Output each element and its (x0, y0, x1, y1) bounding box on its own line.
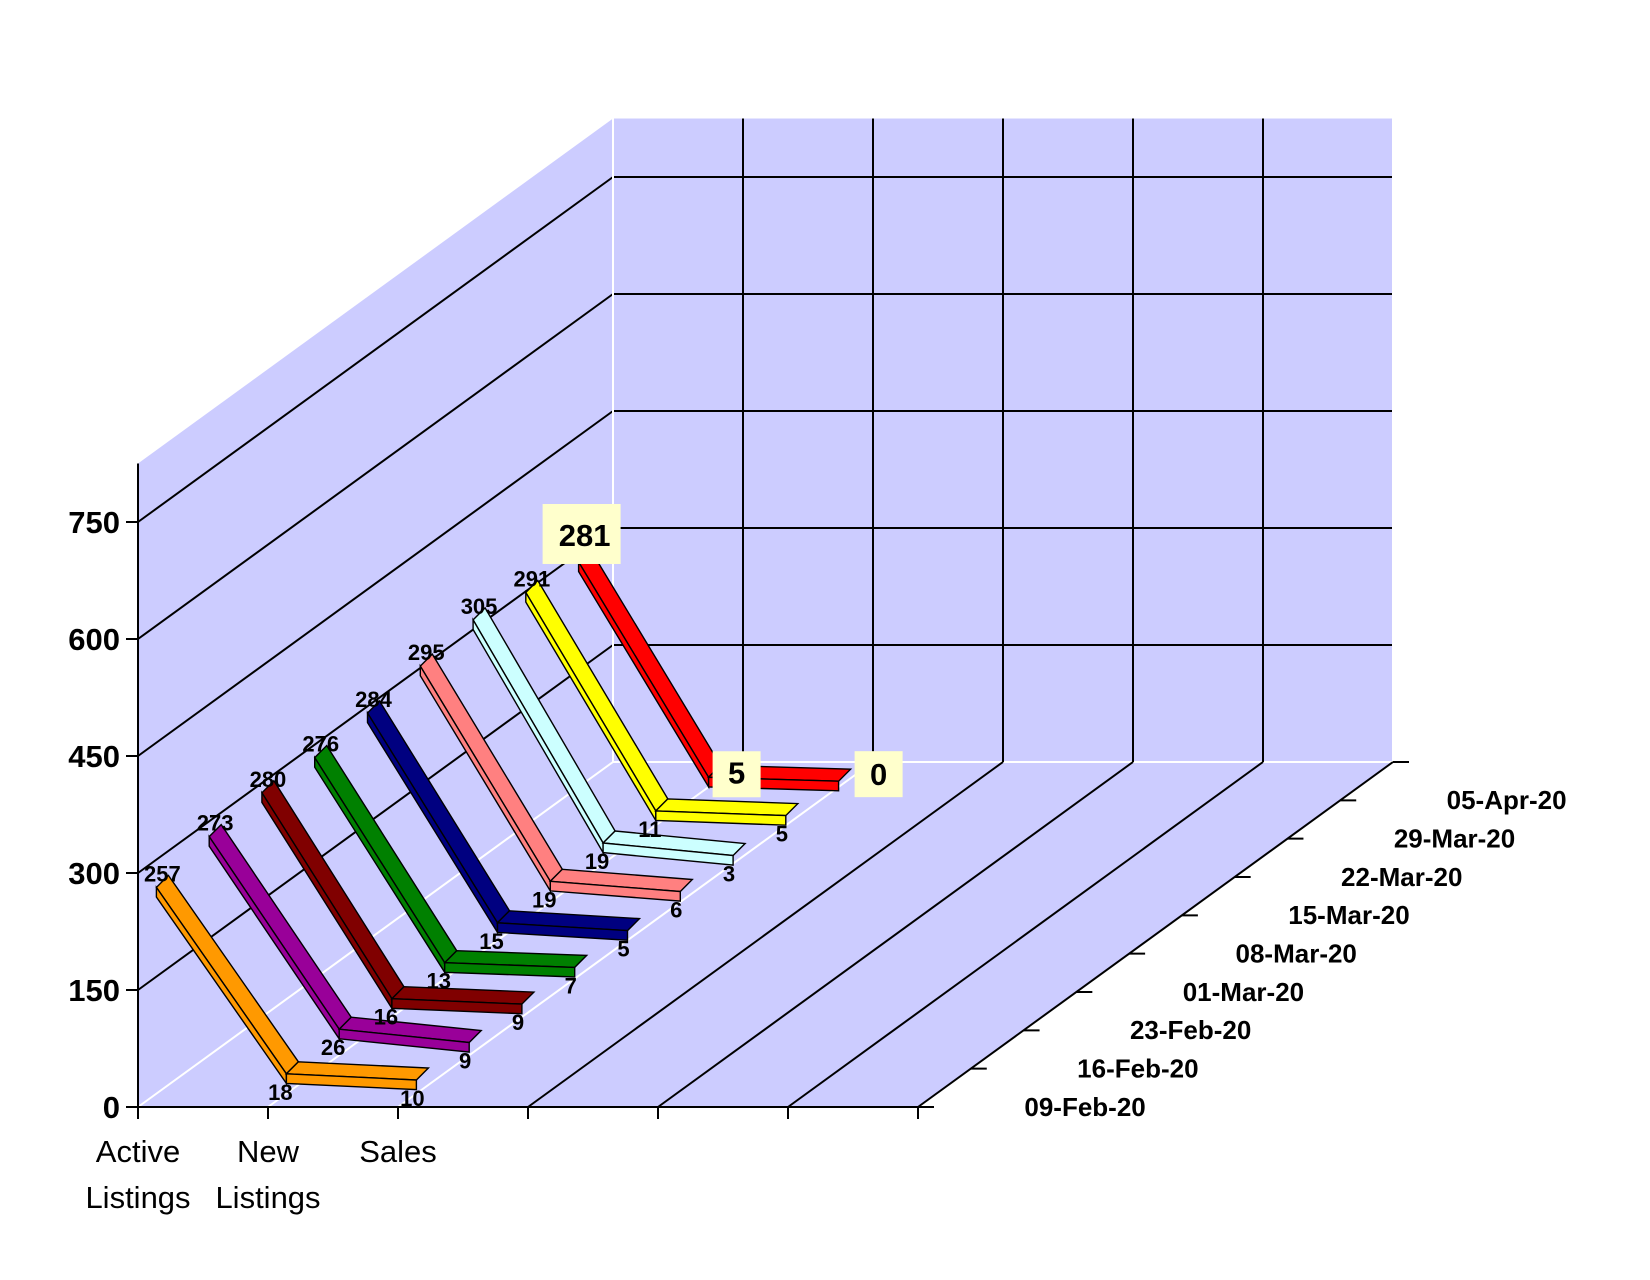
x-category-label: New Listings (215, 1134, 320, 1215)
data-label: 7 (565, 973, 577, 998)
data-label: 257 (144, 861, 181, 886)
y-tick-label: 750 (68, 505, 120, 540)
data-label: 295 (408, 640, 445, 665)
data-label: 291 (513, 567, 550, 592)
depth-axis-label: 22-Mar-20 (1341, 862, 1462, 892)
data-label: 305 (461, 594, 498, 619)
side-gridline (137, 761, 614, 1108)
series-29-Mar-20 (524, 579, 800, 826)
data-label: 10 (400, 1086, 424, 1111)
floor-gridline (527, 761, 1004, 1108)
ribbon-side (496, 922, 629, 941)
series-22-Mar-20 (472, 606, 747, 866)
data-label: 5 (728, 755, 745, 790)
depth-axis-label: 23-Feb-20 (1130, 1015, 1251, 1045)
series-08-Mar-20 (366, 699, 642, 941)
data-label: 19 (585, 849, 609, 874)
data-label: 281 (559, 518, 611, 553)
ribbon-side (655, 810, 787, 826)
depth-axis-label: 16-Feb-20 (1077, 1054, 1198, 1084)
data-label: 15 (479, 929, 503, 954)
data-label: 19 (532, 887, 556, 912)
floor-gridline (787, 761, 1264, 1108)
ribbon-side (602, 842, 734, 866)
y-tick-label: 450 (68, 739, 120, 774)
data-label: 9 (512, 1010, 524, 1035)
data-label: 3 (723, 861, 735, 886)
data-label: 273 (197, 811, 234, 836)
ribbon-side (391, 997, 523, 1015)
data-label: 5 (617, 937, 629, 962)
y-tick-label: 150 (68, 973, 120, 1008)
floor-gridline (397, 761, 874, 1108)
data-label: 5 (776, 822, 788, 847)
highlight-label-box (542, 503, 621, 564)
data-label: 284 (355, 687, 392, 712)
highlight-label-box (712, 751, 761, 798)
data-label: 280 (250, 767, 287, 792)
data-label: 0 (870, 757, 887, 792)
depth-axis-label: 05-Apr-20 (1447, 785, 1567, 815)
ribbon-side (549, 880, 681, 902)
side-gridline (137, 293, 614, 640)
data-label: 16 (374, 1005, 398, 1030)
series-15-Mar-20 (419, 652, 694, 902)
data-label: 11 (638, 817, 661, 842)
data-label: 13 (426, 969, 450, 994)
x-category-label: Sales (359, 1134, 437, 1169)
depth-axis-label: 09-Feb-20 (1024, 1092, 1145, 1122)
side-gridline (137, 410, 614, 757)
y-tick-label: 600 (68, 622, 120, 657)
data-label: 9 (459, 1048, 471, 1073)
depth-axis-label: 15-Mar-20 (1288, 900, 1409, 930)
ribbon-side (444, 961, 576, 978)
series-16-Feb-20 (208, 823, 483, 1053)
x-category-label: Active Listings (85, 1134, 190, 1215)
data-label: 18 (268, 1080, 292, 1105)
y-tick-label: 300 (68, 856, 120, 891)
ribbon-side (285, 1073, 418, 1091)
depth-axis-line (917, 761, 1394, 1108)
data-label: 26 (321, 1035, 345, 1060)
depth-axis-label: 08-Mar-20 (1236, 939, 1357, 969)
side-gridline (137, 176, 614, 523)
series-01-Mar-20 (313, 744, 589, 978)
y-tick-label: 0 (103, 1090, 120, 1125)
highlight-label-box (854, 751, 903, 798)
ribbon-side (338, 1028, 470, 1053)
data-label: 276 (302, 732, 339, 757)
series-23-Feb-20 (261, 779, 536, 1015)
depth-axis-label: 29-Mar-20 (1394, 824, 1515, 854)
data-label: 6 (670, 897, 682, 922)
side-wall (138, 118, 613, 1107)
series-09-Feb-20 (155, 874, 431, 1091)
chart-walls (138, 118, 1393, 1107)
chart-series (155, 548, 853, 1091)
depth-axis-label: 01-Mar-20 (1183, 977, 1304, 1007)
floor-gridline (657, 761, 1134, 1108)
